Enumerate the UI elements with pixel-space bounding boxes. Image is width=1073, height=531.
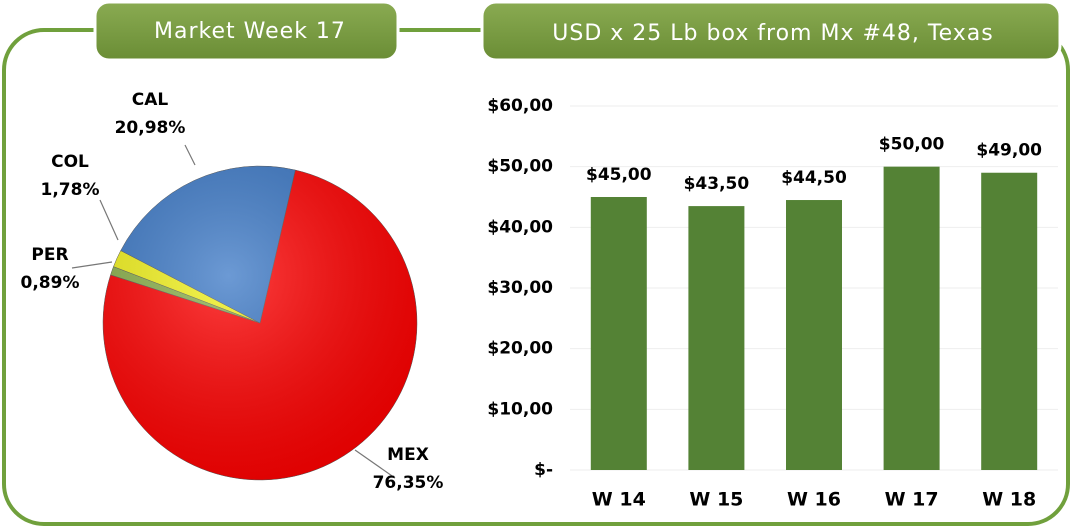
value-label: $50,00: [879, 135, 945, 155]
x-tick-label: W 15: [689, 489, 743, 511]
slice-label: MEX: [387, 445, 429, 465]
y-tick-label: $-: [534, 460, 553, 480]
slice-label: COL: [51, 152, 89, 172]
bar: [981, 172, 1038, 470]
y-tick-label: $50,00: [487, 157, 553, 177]
slice-label: PER: [31, 245, 68, 265]
value-label: $44,50: [781, 168, 847, 188]
value-label: $45,00: [586, 165, 652, 185]
chart-title: USD x 25 Lb box from Mx #48, Texas: [552, 21, 993, 46]
y-tick-label: $60,00: [487, 96, 553, 116]
x-tick-label: W 17: [885, 489, 939, 511]
value-label: $49,00: [976, 141, 1042, 161]
x-tick-label: W 14: [592, 489, 646, 511]
y-tick-label: $30,00: [487, 278, 553, 298]
y-tick-label: $40,00: [487, 217, 553, 237]
bar: [688, 206, 745, 470]
y-tick-label: $10,00: [487, 399, 553, 419]
slice-label: CAL: [132, 90, 169, 110]
y-tick-label: $20,00: [487, 339, 553, 359]
x-tick-label: W 16: [787, 489, 841, 511]
title-tab: [480, 0, 1062, 62]
x-tick-label: W 18: [982, 489, 1036, 511]
chart-title: Market Week 17: [154, 19, 346, 44]
value-label: 0,89%: [21, 273, 80, 293]
bar: [883, 166, 940, 470]
value-label: 76,35%: [373, 473, 444, 493]
value-label: 1,78%: [41, 180, 100, 200]
leader-line: [184, 144, 196, 166]
value-label: $43,50: [684, 174, 750, 194]
bar: [590, 197, 647, 470]
bar: [786, 200, 842, 471]
value-label: 20,98%: [115, 118, 186, 138]
title-tab: [93, 0, 400, 62]
